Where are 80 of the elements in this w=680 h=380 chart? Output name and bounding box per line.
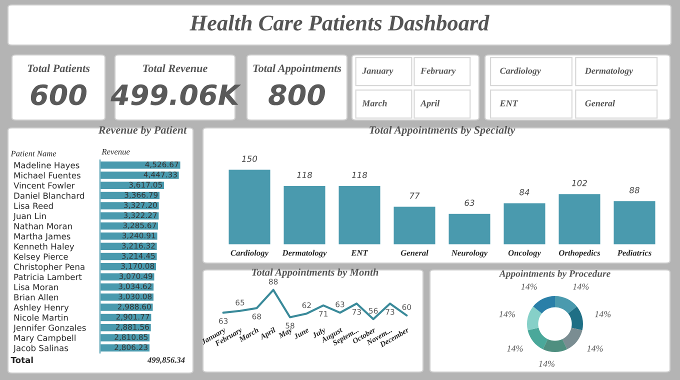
y-tick-label: Brian Allen bbox=[14, 294, 58, 300]
y-tick-label: Madeline Hayes bbox=[14, 162, 80, 170]
text: ENT bbox=[500, 100, 518, 106]
data-label: 63 bbox=[464, 200, 474, 206]
x-tick-label: General bbox=[400, 250, 428, 256]
x-tick-label: Neurology bbox=[451, 250, 488, 258]
bar bbox=[612, 200, 657, 245]
text: April bbox=[420, 100, 440, 108]
data-label: 14% bbox=[507, 345, 523, 352]
bar bbox=[227, 168, 272, 245]
x-tick-label: Orthopedics bbox=[558, 250, 600, 258]
data-label: 84 bbox=[519, 189, 530, 196]
text: January bbox=[362, 68, 394, 76]
x-axis-title: Revenue bbox=[102, 148, 130, 155]
text: Dermatology bbox=[584, 67, 634, 76]
data-label: 118 bbox=[296, 172, 312, 178]
text: Total Appointments bbox=[253, 64, 342, 74]
y-tick-label: Daniel Blanchard bbox=[14, 192, 84, 199]
x-tick-label: Oncology bbox=[508, 250, 541, 258]
chart-title: Revenue by Patient bbox=[98, 126, 187, 136]
x-tick-label: Dermatology bbox=[282, 250, 327, 258]
y-tick-label: Jacob Salinas bbox=[13, 344, 68, 353]
y-tick-label: Lisa Reed bbox=[14, 202, 53, 209]
data-label: 14% bbox=[521, 284, 537, 290]
donut-slice bbox=[562, 328, 582, 350]
y-tick-label: Nathan Moran bbox=[14, 222, 72, 230]
bar bbox=[447, 212, 492, 245]
data-label: 150 bbox=[242, 156, 258, 162]
bar bbox=[337, 184, 382, 245]
text: Cardiology bbox=[500, 67, 541, 76]
y-tick-label: Kenneth Haley bbox=[14, 243, 74, 252]
x-tick-label: Cardiology bbox=[230, 250, 269, 258]
data-label: 14% bbox=[499, 311, 515, 318]
text: Total bbox=[10, 356, 33, 364]
bar bbox=[282, 184, 327, 245]
data-label: 14% bbox=[538, 360, 554, 367]
y-tick-label: Ashley Henry bbox=[14, 304, 69, 312]
data-label: 77 bbox=[410, 192, 420, 199]
text: 600 bbox=[30, 84, 86, 106]
text: March bbox=[362, 100, 387, 106]
chart-title: Total Appointments by Specialty bbox=[370, 126, 516, 136]
y-tick-label: Jennifer Gonzales bbox=[13, 324, 86, 332]
donut-slice bbox=[527, 306, 542, 330]
data-label: 102 bbox=[572, 180, 587, 186]
text: Total Patients bbox=[28, 64, 90, 72]
y-tick-label: Juan Lin bbox=[13, 212, 46, 221]
text: 499,856.34 bbox=[147, 357, 185, 364]
x-tick-label: Pediatrics bbox=[617, 250, 652, 256]
y-tick-label: Patricia Lambert bbox=[14, 274, 82, 280]
text: General bbox=[585, 100, 615, 106]
y-tick-label: Vincent Fowler bbox=[14, 182, 75, 189]
bar bbox=[557, 192, 602, 245]
y-tick-label: Nicole Martin bbox=[14, 314, 68, 321]
donut-slice bbox=[533, 296, 555, 314]
chart-title: Total Appointments by Month bbox=[252, 268, 378, 278]
data-label: 14% bbox=[594, 311, 611, 318]
y-axis-title: Patient Name bbox=[10, 150, 56, 156]
y-tick-label: Michael Fuentes bbox=[14, 172, 80, 179]
donut-slice bbox=[542, 339, 568, 352]
text: Health Care Patients Dashboard bbox=[190, 14, 490, 31]
y-tick-label: Mary Campbell bbox=[14, 334, 76, 343]
y-tick-label: Lisa Moran bbox=[14, 284, 58, 290]
chart-title: Appointments by Procedure bbox=[498, 270, 610, 279]
data-label: 118 bbox=[352, 172, 368, 178]
text: 800 bbox=[268, 84, 325, 106]
x-tick-label: ENT bbox=[351, 250, 368, 256]
y-tick-label: Kelsey Pierce bbox=[14, 253, 68, 262]
data-label: 88 bbox=[629, 187, 640, 194]
data-label: 14% bbox=[587, 345, 603, 352]
y-tick-label: Christopher Pena bbox=[14, 263, 84, 272]
donut-slice bbox=[568, 306, 583, 330]
donut-slice bbox=[528, 328, 548, 350]
y-tick-label: Martha James bbox=[14, 233, 70, 242]
bar bbox=[392, 205, 437, 245]
text: February bbox=[420, 67, 456, 76]
text: Total Revenue bbox=[143, 64, 208, 72]
bar bbox=[502, 202, 547, 245]
donut-slice bbox=[555, 296, 577, 314]
data-label: 14% bbox=[572, 284, 589, 290]
text: 499.06K bbox=[110, 84, 242, 106]
